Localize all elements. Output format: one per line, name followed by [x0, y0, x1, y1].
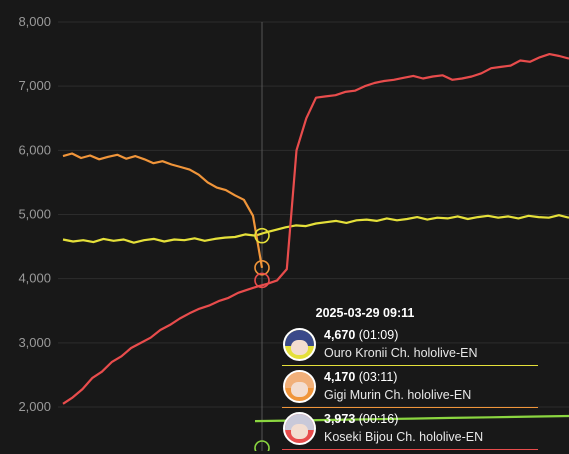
tooltip-channel-name: Ouro Kronii Ch. hololive-EN	[324, 346, 478, 360]
tooltip-duration: (00:16)	[358, 412, 399, 426]
tooltip-time: 2025-03-29 09:11	[315, 306, 415, 320]
hover-markers	[254, 227, 270, 451]
y-tick-label: 4,000	[18, 271, 51, 286]
hover-marker	[254, 227, 270, 244]
tooltip-value: 3,973	[324, 412, 356, 426]
tooltip-channel-name: Gigi Murin Ch. hololive-EN	[324, 388, 472, 402]
avatar	[283, 328, 316, 361]
tooltip-entry: 4,170 (03:11) Gigi Murin Ch. hololive-EN	[282, 370, 538, 408]
avatar	[283, 412, 316, 445]
y-tick-label: 2,000	[18, 399, 51, 414]
y-axis: 8,000 7,000 6,000 5,000 4,000 3,000 2,000	[18, 14, 51, 414]
series-line	[62, 152, 264, 268]
tooltip-value: 4,170	[324, 370, 356, 384]
y-tick-label: 6,000	[18, 142, 51, 157]
hover-marker	[254, 440, 270, 451]
series-line	[62, 52, 569, 405]
y-tick-label: 5,000	[18, 207, 51, 222]
tooltip-entry: 4,670 (01:09) Ouro Kronii Ch. hololive-E…	[282, 328, 538, 366]
avatar	[283, 370, 316, 403]
tooltip-entry: 3,973 (00:16) Koseki Bijou Ch. hololive-…	[282, 412, 538, 450]
hover-marker	[254, 272, 270, 289]
chart-tooltip: 2025-03-29 09:11 4,670 (01:09) Ouro Kron…	[282, 300, 538, 454]
series-line	[62, 214, 569, 244]
tooltip-value: 4,670	[324, 328, 356, 342]
tooltip-duration: (03:11)	[358, 370, 398, 384]
y-tick-label: 3,000	[18, 335, 51, 350]
tooltip-channel-name: Koseki Bijou Ch. hololive-EN	[324, 430, 484, 444]
y-tick-label: 8,000	[18, 14, 51, 29]
tooltip-duration: (01:09)	[358, 328, 399, 342]
y-tick-label: 7,000	[18, 78, 51, 93]
hover-marker	[254, 259, 270, 276]
